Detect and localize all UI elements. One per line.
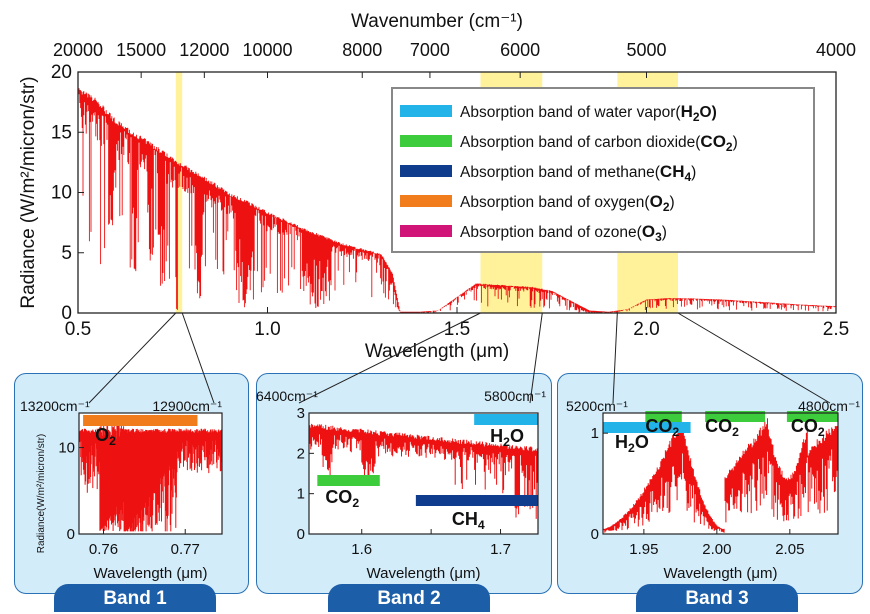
band2-absorption-bar bbox=[317, 475, 380, 486]
band3-callout-right bbox=[677, 312, 831, 404]
band2-bar-label: CO2 bbox=[325, 487, 359, 510]
main-y-tick-label: 15 bbox=[51, 122, 72, 143]
band3-absorption-bar bbox=[645, 411, 682, 422]
band3-absorption-bar bbox=[603, 422, 691, 433]
legend-label: Absorption band of ozone(O3) bbox=[460, 222, 667, 244]
band2-y-tick-label: 1 bbox=[297, 486, 305, 503]
top-axis-tick-label: 8000 bbox=[342, 40, 382, 60]
band2-x-tick-label: 1.7 bbox=[490, 541, 511, 558]
main-x-tick-label: 2.5 bbox=[823, 319, 849, 340]
band1-callout-left bbox=[88, 312, 177, 404]
band2-wavenumber-left: 6400cm⁻¹ bbox=[256, 388, 318, 404]
band2-x-tick-label: 1.6 bbox=[351, 541, 372, 558]
legend-label: Absorption band of carbon dioxide(CO2) bbox=[460, 132, 738, 154]
band2-callout-left bbox=[298, 312, 481, 404]
band1-callout-right bbox=[181, 312, 215, 404]
main-spectrum-line bbox=[78, 88, 837, 313]
band2-spectrum-line bbox=[309, 423, 538, 519]
band3-y-tick-label: 1 bbox=[591, 425, 599, 442]
band1-x-axis-title: Wavelength (μm) bbox=[94, 565, 208, 582]
band3-plot-frame bbox=[602, 412, 839, 535]
top-axis-tick-label: 6000 bbox=[500, 40, 540, 60]
band2-absorption-bar bbox=[415, 495, 538, 506]
band3-spectrum-line bbox=[603, 418, 838, 533]
band2-callout-right bbox=[529, 312, 543, 404]
band3-bar-label: CO2 bbox=[645, 416, 679, 439]
band1-y-tick-label: 10 bbox=[58, 440, 75, 457]
band3-x-axis-title: Wavelength (μm) bbox=[664, 565, 778, 582]
legend-label: Absorption band of oxygen(O2) bbox=[460, 192, 675, 214]
top-axis-tick-label: 4000 bbox=[816, 40, 856, 60]
band2-bar-label: H2O bbox=[490, 426, 524, 449]
main-y-axis-title: Radiance (W/m²/micron/str) bbox=[18, 76, 39, 308]
band3-bar-label: H2O bbox=[615, 432, 649, 455]
band1-wavenumber-right: 12900cm⁻¹ bbox=[152, 398, 222, 414]
band2-absorption-bar bbox=[474, 414, 538, 425]
band1-absorption-bar bbox=[83, 415, 198, 426]
band3-wavenumber-right: 4800cm⁻¹ bbox=[798, 398, 860, 414]
band2-wavenumber-right: 5800cm⁻¹ bbox=[484, 388, 546, 404]
band2-y-tick-label: 2 bbox=[297, 445, 305, 462]
main-x-axis-title: Wavelength (μm) bbox=[365, 341, 509, 362]
band3-bar-label: CO2 bbox=[705, 416, 739, 439]
top-axis-tick-label: 7000 bbox=[410, 40, 450, 60]
legend-swatch bbox=[400, 135, 452, 147]
band2-y-tick-label: 0 bbox=[297, 526, 305, 543]
legend-swatch bbox=[400, 195, 452, 207]
top-axis-tick-label: 10000 bbox=[242, 40, 292, 60]
top-axis-tick-label: 12000 bbox=[179, 40, 229, 60]
band2-bar-label: CH4 bbox=[452, 509, 485, 532]
legend-swatch bbox=[400, 225, 452, 237]
main-x-tick-label: 0.5 bbox=[65, 319, 91, 340]
legend-swatch bbox=[400, 165, 452, 177]
band3-x-tick-label: 2.00 bbox=[702, 541, 731, 558]
band3-absorption-bar bbox=[705, 411, 766, 422]
band3-bar-label: CO2 bbox=[791, 416, 825, 439]
top-axis-tick-label: 15000 bbox=[116, 40, 166, 60]
main-y-tick-label: 5 bbox=[61, 243, 72, 264]
legend-box bbox=[391, 87, 815, 253]
main-y-tick-label: 10 bbox=[51, 183, 72, 204]
band3-callout-left bbox=[612, 312, 618, 404]
top-axis-tick-label: 5000 bbox=[626, 40, 666, 60]
main-x-tick-label: 1.0 bbox=[254, 319, 280, 340]
main-y-tick-label: 20 bbox=[51, 62, 72, 83]
legend-swatch bbox=[400, 105, 452, 117]
band1-plot-frame bbox=[78, 412, 223, 535]
main-x-tick-label: 1.5 bbox=[444, 319, 470, 340]
band1-spectrum-line bbox=[79, 421, 222, 532]
legend-label: Absorption band of methane(CH4) bbox=[460, 162, 696, 184]
top-axis-tick-label: 20000 bbox=[53, 40, 103, 60]
highlight-band-1 bbox=[175, 72, 183, 313]
band2-y-tick-label: 3 bbox=[297, 405, 305, 422]
band1-x-tick-label: 0.77 bbox=[171, 541, 200, 558]
main-x-tick-label: 2.0 bbox=[633, 319, 659, 340]
legend-label: Absorption band of water vapor(H2O) bbox=[460, 102, 717, 124]
band3-x-tick-label: 1.95 bbox=[629, 541, 658, 558]
band2-x-axis-title: Wavelength (μm) bbox=[367, 565, 481, 582]
band1-wavenumber-left: 13200cm⁻¹ bbox=[20, 398, 90, 414]
band3-absorption-bar bbox=[786, 411, 838, 422]
band2-plot-frame bbox=[308, 412, 539, 535]
band1-y-axis-title: Radiance(W/m²/micron/str) bbox=[36, 434, 47, 553]
band1-y-tick-label: 0 bbox=[67, 526, 75, 543]
band3-wavenumber-left: 5200cm⁻¹ bbox=[566, 398, 628, 414]
main-y-tick-label: 0 bbox=[61, 303, 72, 324]
band3-y-tick-label: 0 bbox=[591, 526, 599, 543]
band3-x-tick-label: 2.05 bbox=[775, 541, 804, 558]
top-axis-title: Wavenumber (cm⁻¹) bbox=[351, 11, 523, 32]
band1-x-tick-label: 0.76 bbox=[89, 541, 118, 558]
band1-bar-label: O2 bbox=[95, 425, 116, 448]
